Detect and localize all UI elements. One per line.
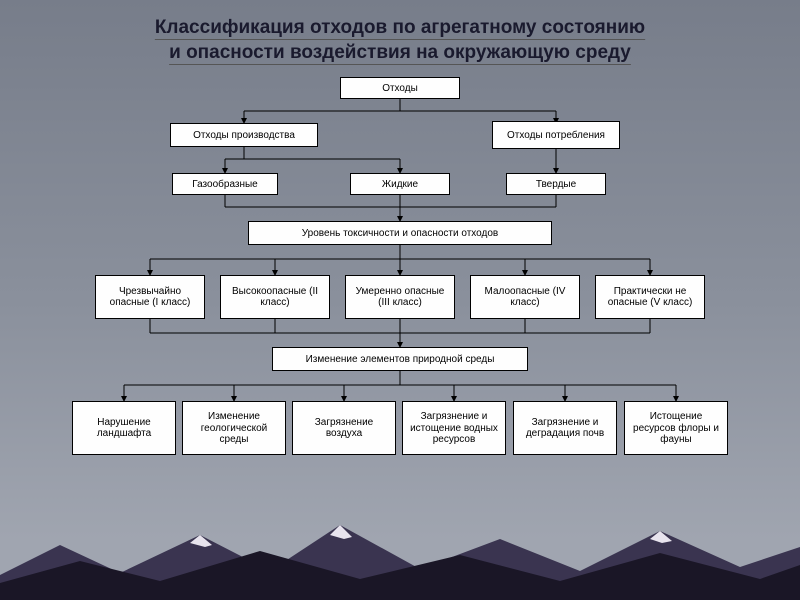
node-effect-soil: Загрязнение и деградация почв (513, 401, 617, 455)
node-effect-flora-fauna: Истощение ресурсов флоры и фауны (624, 401, 728, 455)
node-consumption-waste: Отходы потребления (492, 121, 620, 149)
flowchart: Отходы Отходы производства Отходы потреб… (0, 75, 800, 505)
diagram-title: Классификация отходов по агрегатному сос… (0, 0, 800, 69)
node-gaseous: Газообразные (172, 173, 278, 195)
node-production-waste: Отходы производства (170, 123, 318, 147)
title-line-1: Классификация отходов по агрегатному сос… (155, 17, 645, 38)
node-env-change: Изменение элементов природной среды (272, 347, 528, 371)
node-class-5: Практически не опасные (V класс) (595, 275, 705, 319)
node-class-1: Чрезвычайно опасные (I класс) (95, 275, 205, 319)
node-class-2: Высокоопасные (II класс) (220, 275, 330, 319)
node-class-3: Умеренно опасные (III класс) (345, 275, 455, 319)
node-effect-air: Загрязнение воздуха (292, 401, 396, 455)
node-solid: Твердые (506, 173, 606, 195)
node-effect-water: Загрязнение и истощение водных ресурсов (402, 401, 506, 455)
node-effect-geology: Изменение геологической среды (182, 401, 286, 455)
node-class-4: Малоопасные (IV класс) (470, 275, 580, 319)
title-line-2: и опасности воздействия на окружающую ср… (169, 42, 631, 63)
node-toxicity-level: Уровень токсичности и опасности отходов (248, 221, 552, 245)
node-liquid: Жидкие (350, 173, 450, 195)
mountain-decoration (0, 505, 800, 600)
node-effect-landscape: Нарушение ландшафта (72, 401, 176, 455)
node-root: Отходы (340, 77, 460, 99)
